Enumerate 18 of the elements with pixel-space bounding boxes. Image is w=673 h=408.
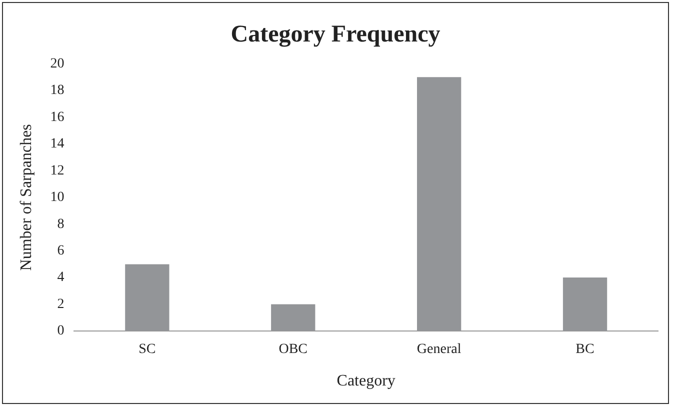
y-tick-label: 20 (50, 56, 64, 72)
y-tick-label: 0 (57, 324, 64, 339)
y-tick-label: 18 (50, 83, 64, 98)
x-tick-label: OBC (278, 342, 308, 358)
y-tick-label: 2 (57, 296, 64, 312)
y-tick-label: 14 (50, 136, 64, 152)
y-tick-label: 16 (50, 110, 64, 125)
y-tick-label: 4 (57, 270, 64, 286)
y-tick-label: 10 (50, 190, 64, 206)
x-axis-title: Category (336, 372, 396, 390)
y-tick-label: 8 (57, 216, 64, 232)
x-tick-label: General (416, 342, 462, 358)
y-axis-title: Number of Sarpanches (18, 124, 35, 271)
chart-title: Category Frequency (230, 22, 440, 48)
y-tick-label: 6 (57, 244, 64, 259)
x-tick-label: BC (576, 342, 594, 358)
x-tick-label: SC (138, 342, 156, 358)
y-tick-label: 12 (50, 163, 64, 178)
